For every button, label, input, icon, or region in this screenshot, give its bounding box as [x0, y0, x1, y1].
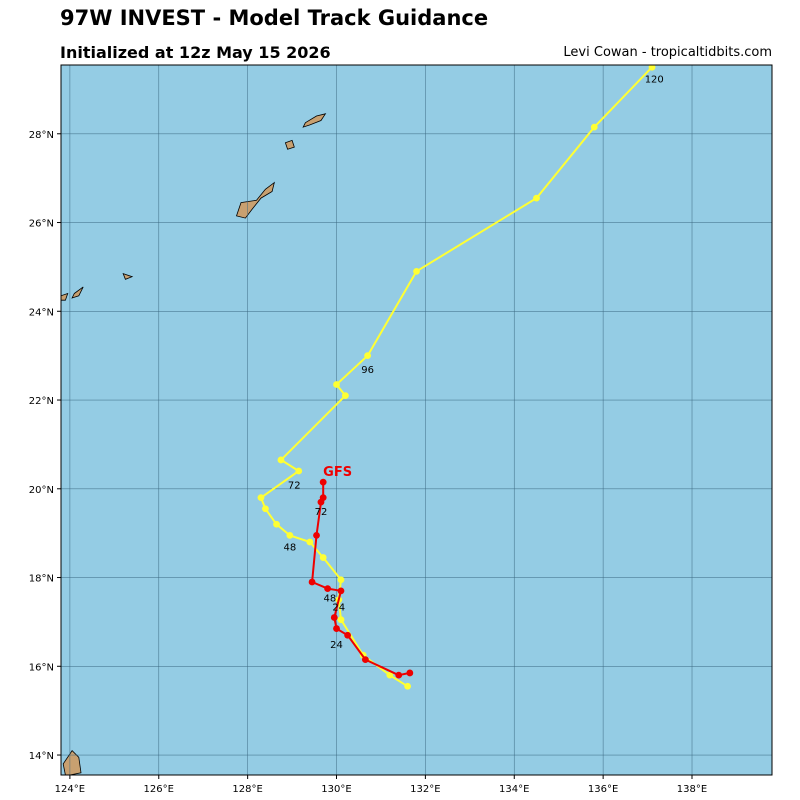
lat-tick-label: 20°N: [29, 485, 54, 496]
track-point: [319, 478, 327, 486]
lat-tick-label: 14°N: [29, 751, 54, 762]
island-1: [302, 113, 327, 128]
tick-layer: 124°E 126°E 128°E 130°E 132°E 134°E 136°E 138°E…: [29, 130, 707, 795]
island-3: [122, 272, 134, 280]
forecast-hour-label: 72: [288, 480, 301, 491]
track-point: [273, 520, 280, 528]
lat-tick-label: 26°N: [29, 219, 54, 230]
lat-tick-label: 18°N: [29, 574, 54, 585]
track-point: [342, 392, 349, 399]
track-point: [413, 267, 420, 275]
track-point: [257, 494, 265, 502]
island-6: [62, 749, 82, 775]
track-point: [324, 585, 332, 593]
page-subtitle: Initialized at 12z May 15 2026: [60, 43, 331, 62]
lon-tick-label: 134°E: [499, 784, 529, 795]
forecast-hour-label: 120: [645, 74, 664, 85]
track-point: [406, 669, 414, 677]
track-layer: [257, 65, 656, 690]
lat-tick-label: 28°N: [29, 130, 54, 141]
forecast-hour-label: 48: [323, 594, 336, 605]
track-point: [361, 656, 369, 664]
track-point: [533, 194, 540, 202]
track-point: [333, 625, 340, 632]
track-point: [286, 531, 294, 539]
forecast-hour-label: 24: [332, 602, 345, 613]
lat-tick-label: 22°N: [29, 396, 54, 407]
page-title: 97W INVEST - Model Track Guidance: [60, 6, 489, 30]
forecast-hour-label: 96: [361, 365, 374, 376]
track-point: [337, 576, 345, 584]
lon-tick-label: 132°E: [410, 784, 440, 795]
ocean-background: [61, 65, 772, 775]
track-point: [333, 381, 340, 388]
track-point: [364, 352, 372, 360]
lat-tick-label: 24°N: [29, 307, 54, 318]
track-point: [404, 682, 412, 690]
track-point: [330, 614, 338, 621]
lon-tick-label: 128°E: [232, 784, 262, 795]
track-point: [319, 494, 327, 502]
track-point: [262, 505, 269, 513]
lon-tick-label: 124°E: [55, 784, 85, 795]
lon-tick-label: 136°E: [588, 784, 618, 795]
track-point: [337, 616, 345, 624]
credit-text: Levi Cowan - tropicaltidbits.com: [563, 45, 772, 60]
track-point: [295, 467, 303, 475]
track-point: [308, 578, 316, 586]
lon-tick-label: 130°E: [321, 784, 351, 795]
forecast-hour-label: 24: [330, 640, 343, 651]
lon-tick-label: 126°E: [144, 784, 174, 795]
track-point: [313, 531, 320, 539]
land-layer: [61, 113, 327, 775]
track-point: [648, 65, 656, 71]
island-2: [284, 139, 295, 150]
track-point: [590, 123, 598, 131]
track-point: [337, 587, 345, 595]
track-point: [386, 671, 394, 679]
forecast-hour-label: 48: [283, 542, 296, 553]
island-5: [61, 292, 69, 301]
track-point: [306, 538, 314, 546]
model-label: GFS: [323, 465, 352, 480]
grid-layer: [61, 65, 772, 775]
island-0: [235, 181, 275, 219]
island-4: [71, 286, 84, 299]
track-point: [395, 671, 403, 679]
plot-frame: [60, 64, 773, 776]
forecast-hour-label: 72: [315, 507, 328, 518]
lat-tick-label: 16°N: [29, 662, 54, 673]
track-point: [319, 554, 327, 561]
lon-tick-label: 138°E: [677, 784, 707, 795]
track-point: [344, 631, 352, 639]
track-point: [277, 456, 285, 464]
